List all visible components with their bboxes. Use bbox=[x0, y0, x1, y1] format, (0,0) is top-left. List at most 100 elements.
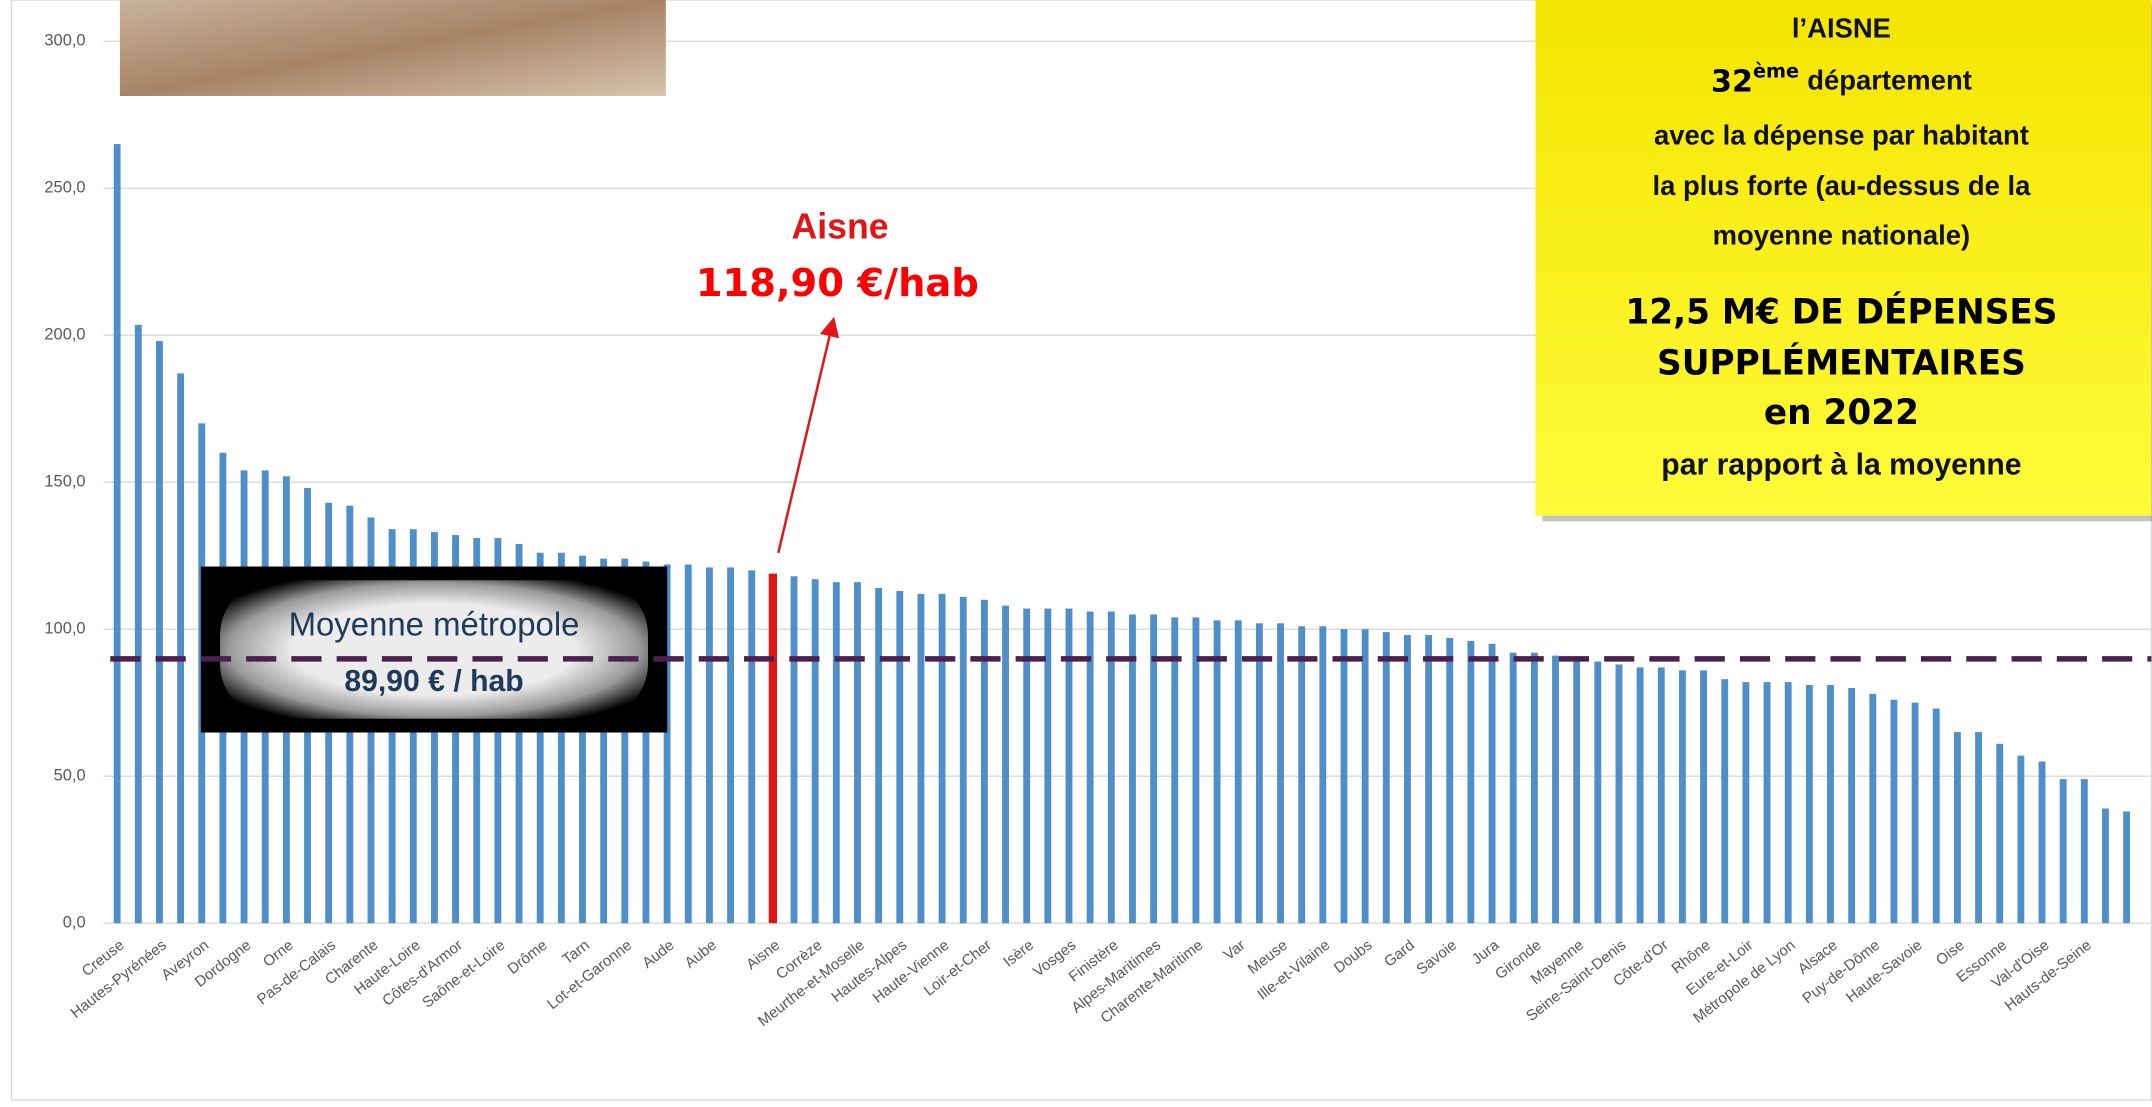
annotation-category: Aisne bbox=[792, 207, 889, 247]
bar bbox=[939, 594, 946, 923]
x-tick-label: Tarn bbox=[559, 937, 593, 968]
bar bbox=[1996, 744, 2003, 923]
bar bbox=[1489, 644, 1496, 923]
bar bbox=[1446, 638, 1453, 923]
info-headline: SUPPLÉMENTAIRES bbox=[1657, 342, 2026, 383]
annotation-text: 118,90 €/hab bbox=[696, 261, 979, 306]
bar bbox=[1975, 732, 1982, 923]
y-tick-label: 150,0 bbox=[44, 473, 85, 491]
x-tick-label: Savoie bbox=[1413, 937, 1460, 979]
bar bbox=[854, 582, 861, 923]
bar bbox=[1869, 694, 1876, 923]
bar bbox=[1827, 685, 1834, 923]
bar bbox=[1658, 667, 1665, 923]
bar bbox=[981, 600, 988, 923]
x-tick-label: Doubs bbox=[1331, 937, 1376, 977]
bar bbox=[1044, 609, 1051, 924]
bar bbox=[1319, 626, 1326, 923]
bar bbox=[791, 576, 798, 923]
bar bbox=[1531, 653, 1538, 923]
bar bbox=[1785, 682, 1792, 923]
bar bbox=[114, 144, 121, 923]
bar bbox=[2060, 779, 2067, 923]
annotation-arrow bbox=[778, 326, 831, 552]
bar bbox=[1467, 641, 1474, 923]
bar bbox=[156, 341, 163, 923]
bar bbox=[1510, 653, 1517, 923]
y-tick-label: 200,0 bbox=[44, 326, 85, 344]
bar bbox=[1954, 732, 1961, 923]
bar bbox=[1256, 623, 1263, 923]
bar bbox=[1679, 670, 1686, 923]
bar bbox=[1298, 626, 1305, 923]
bar bbox=[727, 567, 734, 923]
bar bbox=[875, 588, 882, 923]
bar bbox=[833, 582, 840, 923]
bar bbox=[1848, 688, 1855, 923]
chart: 0,050,0100,0150,0200,0250,0300,0 CreuseH… bbox=[0, 0, 2152, 1107]
average-value: 89,90 € / hab bbox=[344, 665, 523, 698]
info-headline: en 2022 bbox=[1764, 393, 1919, 433]
bar bbox=[1637, 667, 1644, 923]
bar bbox=[1362, 629, 1369, 923]
bar bbox=[1806, 685, 1813, 923]
bar bbox=[706, 567, 713, 923]
x-tick-label: Var bbox=[1221, 937, 1249, 964]
bar bbox=[1425, 635, 1432, 923]
bar bbox=[1594, 662, 1601, 924]
bar bbox=[2123, 811, 2130, 923]
bar bbox=[1023, 609, 1030, 924]
bar bbox=[1742, 682, 1749, 923]
bar bbox=[2017, 756, 2024, 924]
bar bbox=[1002, 606, 1009, 924]
info-headline: 12,5 M€ DE DÉPENSES bbox=[1625, 292, 2057, 333]
highlighted-bar bbox=[769, 574, 777, 924]
bar bbox=[1235, 620, 1242, 923]
bar bbox=[960, 597, 967, 923]
bar bbox=[2102, 809, 2109, 924]
info-line: avec la dépense par habitant bbox=[1654, 119, 2029, 150]
x-tick-label: Aude bbox=[639, 937, 677, 972]
y-tick-label: 250,0 bbox=[44, 179, 85, 197]
bar bbox=[2039, 761, 2046, 923]
info-rank-suffix: ème bbox=[1753, 59, 1799, 82]
info-rank: 32 bbox=[1711, 64, 1753, 99]
bar bbox=[896, 591, 903, 923]
y-tick-label: 0,0 bbox=[63, 914, 86, 932]
photo bbox=[120, 0, 666, 96]
bar bbox=[1404, 635, 1411, 923]
bar bbox=[1277, 623, 1284, 923]
bar bbox=[1383, 632, 1390, 923]
info-rank-text: département bbox=[1807, 65, 1972, 96]
info-title: l’AISNE bbox=[1792, 12, 1891, 43]
average-label: Moyenne métropole bbox=[289, 606, 580, 643]
y-tick-label: 50,0 bbox=[54, 767, 86, 785]
info-line: la plus forte (au-dessus de la bbox=[1652, 170, 2031, 201]
bar bbox=[177, 373, 184, 923]
bar bbox=[1616, 664, 1623, 923]
bar bbox=[748, 570, 755, 923]
bar bbox=[812, 579, 819, 923]
info-footer: par rapport à la moyenne bbox=[1661, 448, 2021, 481]
bar bbox=[685, 564, 692, 923]
bar bbox=[1700, 670, 1707, 923]
info-line: moyenne nationale) bbox=[1713, 220, 1971, 251]
bar bbox=[1066, 609, 1073, 924]
bar bbox=[1341, 629, 1348, 923]
bar bbox=[1192, 617, 1199, 923]
bar bbox=[1764, 682, 1771, 923]
bar bbox=[1912, 703, 1919, 924]
x-tick-label: Drôme bbox=[504, 937, 550, 978]
bar bbox=[1721, 679, 1728, 923]
bar bbox=[1573, 659, 1580, 924]
x-tick-label: Aube bbox=[682, 937, 720, 972]
info-rank-line: 32ème département bbox=[1711, 59, 1972, 99]
bar bbox=[918, 594, 925, 923]
bar bbox=[1552, 656, 1559, 924]
bar bbox=[1214, 620, 1221, 923]
bar bbox=[2081, 779, 2088, 923]
x-tick-label: Jura bbox=[1469, 936, 1503, 968]
y-tick-label: 300,0 bbox=[44, 31, 85, 49]
bar bbox=[1933, 709, 1940, 924]
bar bbox=[1891, 700, 1898, 923]
